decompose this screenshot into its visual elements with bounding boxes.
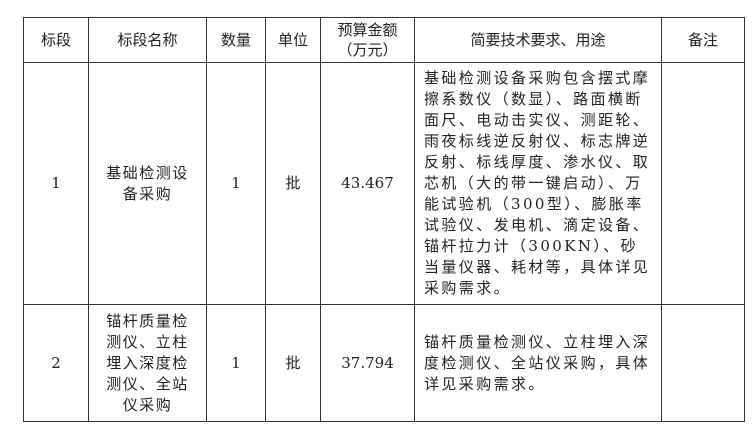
cell-quantity: 1	[206, 304, 266, 422]
cell-remarks	[661, 62, 745, 305]
header-unit: 单位	[265, 17, 321, 63]
cell-name: 锚杆质量检测仪、立柱埋入深度检测仪、全站仪采购	[88, 304, 207, 422]
table-row: 2 锚杆质量检测仪、立柱埋入深度检测仪、全站仪采购 1 批 37.794 锚杆质…	[23, 304, 745, 422]
cell-section: 1	[23, 62, 89, 305]
table-row: 1 基础检测设备采购 1 批 43.467 基础检测设备采购包含摆式摩擦系数仪（…	[23, 62, 745, 305]
header-section: 标段	[23, 17, 89, 63]
cell-unit: 批	[265, 304, 321, 422]
cell-budget: 37.794	[320, 304, 415, 422]
header-description: 简要技术要求、用途	[414, 17, 662, 63]
cell-quantity: 1	[206, 62, 266, 305]
cell-budget: 43.467	[320, 62, 415, 305]
cell-remarks	[661, 304, 745, 422]
cell-description: 基础检测设备采购包含摆式摩擦系数仪（数显）、路面横断面尺、电动击实仪、测距轮、雨…	[414, 62, 662, 305]
header-budget: 预算金额（万元）	[320, 17, 415, 63]
procurement-table: 标段 标段名称 数量 单位 预算金额（万元） 简要技术要求、用途 备注 1 基础…	[23, 17, 745, 422]
header-name: 标段名称	[88, 17, 207, 63]
cell-name: 基础检测设备采购	[88, 62, 207, 305]
header-row: 标段 标段名称 数量 单位 预算金额（万元） 简要技术要求、用途 备注	[23, 17, 745, 63]
header-quantity: 数量	[206, 17, 266, 63]
cell-unit: 批	[265, 62, 321, 305]
cell-description: 锚杆质量检测仪、立柱埋入深度检测仪、全站仪采购，具体详见采购需求。	[414, 304, 662, 422]
cell-section: 2	[23, 304, 89, 422]
header-remarks: 备注	[661, 17, 745, 63]
